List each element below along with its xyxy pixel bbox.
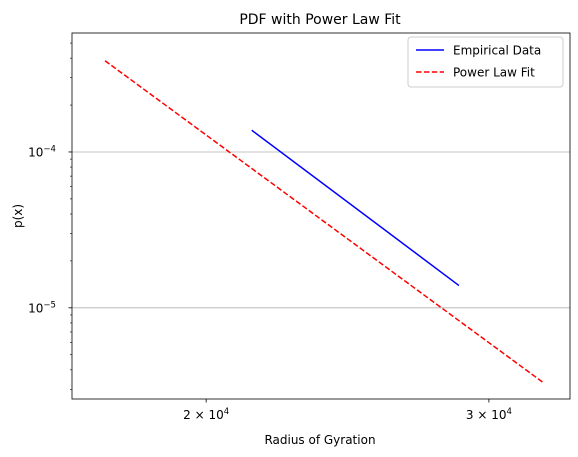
legend-label-power-law: Power Law Fit xyxy=(453,66,535,80)
x-tick-label-1: 3 × 104 xyxy=(466,407,512,422)
legend-label-empirical: Empirical Data xyxy=(453,44,541,58)
series-line-0 xyxy=(251,129,460,287)
axis-ticks: 2 × 104 3 × 104 10−4 10−5 xyxy=(28,42,512,422)
x-tick-label-0: 2 × 104 xyxy=(183,407,229,422)
legend-box xyxy=(407,36,564,88)
legend: Empirical Data Power Law Fit xyxy=(407,36,564,88)
x-axis-label: Radius of Gyration xyxy=(264,433,375,447)
chart-title: PDF with Power Law Fit xyxy=(239,12,401,28)
series-layer xyxy=(104,60,545,384)
grid-lines xyxy=(72,151,570,309)
y-tick-label-1: 10−5 xyxy=(28,300,56,315)
plot-frame xyxy=(71,32,571,400)
y-axis-label: p(x) xyxy=(11,204,25,228)
series-line-1 xyxy=(104,60,545,384)
y-tick-label-0: 10−4 xyxy=(28,144,56,159)
